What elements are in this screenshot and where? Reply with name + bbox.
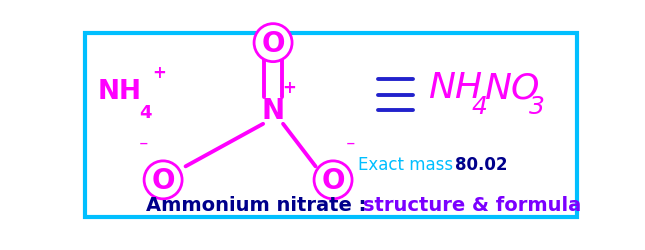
Text: 4: 4: [139, 104, 152, 122]
Text: O: O: [261, 30, 285, 58]
Text: structure & formula: structure & formula: [363, 196, 581, 215]
Text: ⁻: ⁻: [138, 138, 148, 156]
Text: 3: 3: [529, 95, 545, 119]
Text: Exact mass :: Exact mass :: [358, 156, 470, 174]
Text: N: N: [261, 97, 284, 125]
Text: +: +: [152, 64, 166, 81]
Text: ⁻: ⁻: [346, 138, 355, 156]
Text: Ammonium nitrate :: Ammonium nitrate :: [146, 196, 373, 215]
Text: NH: NH: [428, 71, 482, 105]
Text: +: +: [282, 79, 296, 97]
Text: O: O: [321, 166, 345, 194]
Text: NO: NO: [484, 71, 540, 105]
Text: O: O: [152, 166, 175, 194]
Text: NH: NH: [98, 79, 142, 104]
Text: 80.02: 80.02: [455, 156, 507, 174]
Text: 4: 4: [471, 95, 488, 119]
